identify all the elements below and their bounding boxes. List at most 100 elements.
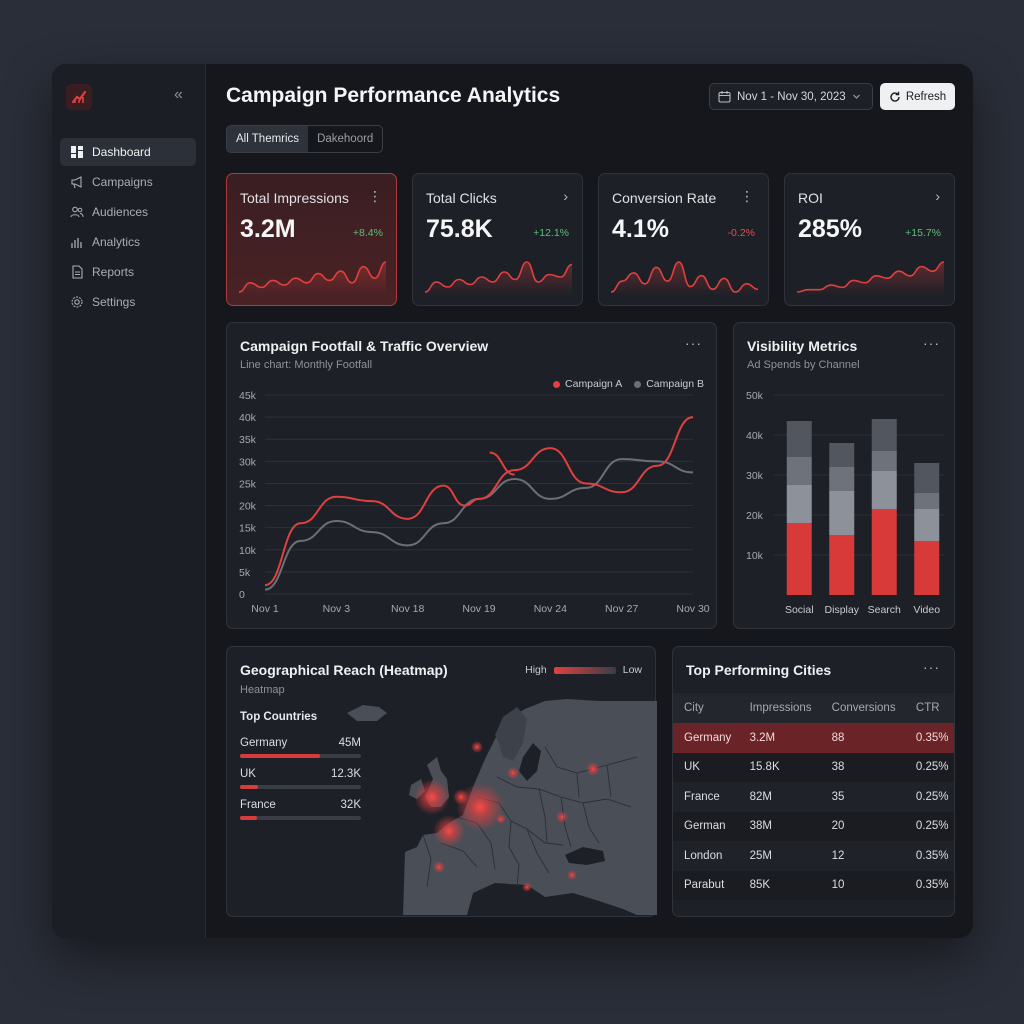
table-row[interactable]: London 25M 12 0.35% — [673, 841, 954, 871]
column-header-impressions[interactable]: Impressions — [738, 693, 821, 723]
dashboard-icon — [70, 145, 84, 159]
kpi-value: 4.1% — [612, 215, 669, 243]
sidebar-nav: Dashboard Campaigns Audiences Analytics Repo… — [60, 138, 196, 318]
table-row[interactable]: Parabut 85K 10 0.35% — [673, 870, 954, 900]
sidebar-item-audiences[interactable]: Audiences — [60, 198, 196, 226]
conversions-cell: 10 — [820, 870, 905, 900]
bar-segment-video — [914, 493, 940, 509]
more-vertical-icon[interactable]: ⋮ — [740, 188, 754, 204]
kpi-card-roi[interactable]: ROI › 285% +15.7% — [784, 173, 955, 306]
x-tick-label: Nov 18 — [391, 603, 424, 615]
heat-spot — [496, 814, 506, 824]
kpi-card-conversion-rate[interactable]: Conversion Rate ⋮ 4.1% -0.2% — [598, 173, 769, 306]
conversions-cell: 20 — [820, 811, 905, 841]
sidebar-item-analytics[interactable]: Analytics — [60, 228, 196, 256]
series-line-campaign-b — [264, 458, 694, 591]
heatmap-legend-low: Low — [622, 664, 642, 676]
column-header-city[interactable]: City — [673, 693, 739, 723]
country-row[interactable]: UK 12.3K — [240, 768, 361, 789]
legend-label-campaign-a: Campaign A — [565, 378, 623, 390]
footfall-chart-card: Campaign Footfall & Traffic Overview Lin… — [226, 322, 717, 629]
x-tick-label: Nov 27 — [605, 603, 638, 615]
bar-segment-display — [829, 535, 855, 595]
impressions-cell: 25M — [738, 841, 821, 871]
map-landmass-iceland — [347, 705, 387, 721]
sidebar-item-label: Campaigns — [92, 175, 153, 189]
sidebar-item-label: Settings — [92, 295, 136, 309]
more-vertical-icon[interactable]: ⋮ — [368, 188, 382, 204]
top-cities-more-icon[interactable]: ··· — [923, 659, 940, 675]
x-tick-label: Nov 24 — [534, 603, 567, 615]
column-header-ctr[interactable]: CTR — [904, 693, 954, 723]
conversions-cell: 12 — [820, 841, 905, 871]
top-cities-title: Top Performing Cities — [686, 662, 832, 678]
impressions-cell: 3.2M — [738, 723, 821, 753]
sidebar: « Dashboard Campaigns Audiences Analytics Re… — [52, 64, 206, 938]
ctr-cell: 0.35% — [904, 841, 954, 871]
y-tick-label: 10k — [239, 545, 257, 557]
heat-spot — [471, 741, 483, 753]
visibility-more-icon[interactable]: ··· — [923, 335, 940, 351]
map-country-borders — [422, 746, 638, 888]
kpi-label: Total Impressions — [240, 190, 349, 206]
kpi-sparkline — [797, 261, 944, 296]
date-range-picker[interactable]: Nov 1 - Nov 30, 2023 — [709, 83, 873, 110]
table-row[interactable]: France 82M 35 0.25% — [673, 782, 954, 812]
heat-spot — [433, 861, 445, 873]
y-tick-label: 0 — [239, 589, 245, 601]
kpi-label: Total Clicks — [426, 190, 497, 206]
ctr-cell: 0.25% — [904, 752, 954, 782]
column-header-conversions[interactable]: Conversions — [820, 693, 905, 723]
kpi-sparkline — [239, 261, 386, 296]
sidebar-item-campaigns[interactable]: Campaigns — [60, 168, 196, 196]
country-bar-track — [240, 754, 361, 758]
country-bar-track — [240, 816, 361, 820]
ctr-cell: 0.25% — [904, 782, 954, 812]
sidebar-item-reports[interactable]: Reports — [60, 258, 196, 286]
collapse-sidebar-icon[interactable]: « — [174, 86, 183, 103]
x-tick-label: Nov 19 — [462, 603, 495, 615]
table-row[interactable]: Germany 3.2M 88 0.35% — [673, 723, 954, 753]
country-row[interactable]: France 32K — [240, 799, 361, 820]
kpi-sparkline — [425, 261, 572, 296]
sidebar-item-label: Reports — [92, 265, 135, 279]
impressions-cell: 38M — [738, 811, 821, 841]
table-row[interactable]: German 38M 20 0.25% — [673, 811, 954, 841]
country-row[interactable]: Germany 45M — [240, 737, 361, 758]
country-bar-fill — [240, 754, 320, 758]
refresh-button[interactable]: Refresh — [880, 83, 955, 110]
city-cell: Germany — [673, 723, 739, 753]
x-tick-label: Social — [785, 604, 814, 616]
chevron-right-icon[interactable]: › — [563, 188, 568, 204]
app-logo[interactable] — [66, 84, 92, 110]
sidebar-item-settings[interactable]: Settings — [60, 288, 196, 316]
kpi-value: 75.8K — [426, 215, 493, 243]
kpi-card-total-clicks[interactable]: Total Clicks › 75.8K +12.1% — [412, 173, 583, 306]
bar-segment-social — [786, 523, 812, 595]
top-countries-title: Top Countries — [240, 711, 318, 723]
y-tick-label: 40k — [746, 430, 764, 442]
tab-all-themrics[interactable]: All Themrics — [227, 126, 309, 152]
x-tick-label: Display — [825, 604, 860, 616]
y-tick-label: 30k — [239, 456, 257, 468]
conversions-cell: 88 — [820, 723, 905, 753]
bar-segment-video — [914, 541, 940, 595]
heat-spot — [522, 882, 532, 892]
top-countries: Top Countries Germany 45M UK 12.3K France 32K — [240, 711, 361, 830]
kpi-card-total-impressions[interactable]: Total Impressions ⋮ 3.2M +8.4% — [226, 173, 397, 306]
sidebar-item-dashboard[interactable]: Dashboard — [60, 138, 196, 166]
europe-map[interactable] — [227, 647, 657, 918]
refresh-icon — [889, 91, 901, 103]
bar-segment-video — [914, 463, 940, 493]
tab-dakehoord[interactable]: Dakehoord — [317, 133, 374, 145]
chevron-right-icon[interactable]: › — [935, 188, 940, 204]
kpi-delta: +15.7% — [905, 227, 941, 239]
x-tick-label: Nov 3 — [323, 603, 351, 615]
city-cell: London — [673, 841, 739, 871]
heat-spot — [414, 779, 450, 815]
table-row[interactable]: UK 15.8K 38 0.25% — [673, 752, 954, 782]
footfall-more-icon[interactable]: ··· — [685, 335, 702, 351]
table-header-row: City Impressions Conversions CTR — [673, 693, 954, 723]
legend-label-campaign-b: Campaign B — [646, 378, 704, 390]
logo-icon — [71, 90, 87, 104]
